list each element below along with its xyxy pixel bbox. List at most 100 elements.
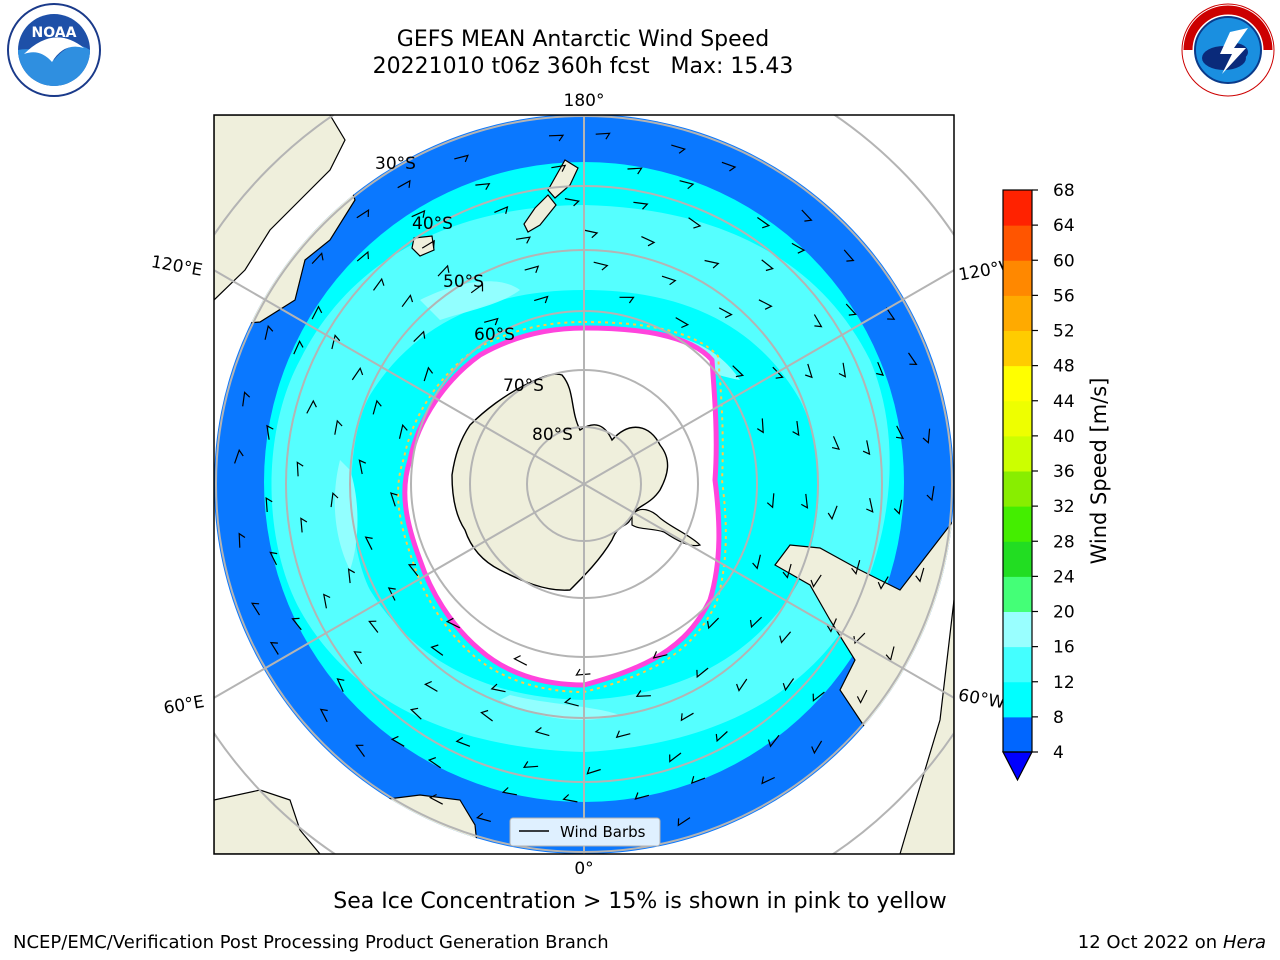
wind-barb bbox=[430, 644, 444, 656]
colorbar-segment bbox=[1003, 611, 1032, 648]
colorbar-tick-label: 36 bbox=[1053, 462, 1075, 482]
wind-barb bbox=[766, 493, 775, 509]
wind-barb bbox=[423, 680, 438, 692]
lat-label-80s: 80°S bbox=[532, 425, 573, 445]
australia-outer bbox=[214, 115, 346, 301]
nws-logo bbox=[1181, 3, 1275, 97]
wind-barb bbox=[641, 236, 656, 247]
wind-barb bbox=[413, 330, 426, 343]
colorbar-segment bbox=[1003, 400, 1032, 437]
colorbar-tick-label: 52 bbox=[1053, 322, 1075, 342]
wind-barb bbox=[548, 134, 565, 142]
wind-barb bbox=[347, 568, 355, 584]
wind-barb bbox=[411, 209, 426, 218]
wind-barb bbox=[291, 617, 302, 631]
wind-barb bbox=[675, 317, 690, 329]
wind-barb bbox=[926, 486, 935, 502]
wind-barb bbox=[707, 617, 720, 630]
wind-barb bbox=[805, 363, 813, 379]
wind-barb bbox=[522, 761, 539, 768]
wind-barb bbox=[551, 164, 567, 172]
colorbar-tick-label: 8 bbox=[1053, 708, 1064, 728]
wind-barb bbox=[845, 303, 857, 316]
wind-barb bbox=[652, 651, 668, 659]
colorbar-tick-label: 56 bbox=[1053, 286, 1075, 306]
wind-barb bbox=[696, 667, 709, 679]
wind-barb bbox=[269, 551, 278, 566]
wind-barb bbox=[757, 217, 771, 229]
wind-barb bbox=[470, 283, 484, 294]
wind-barb bbox=[593, 261, 609, 271]
wind-barb bbox=[586, 766, 601, 775]
wind-barb bbox=[330, 491, 339, 508]
wind-barb bbox=[826, 618, 837, 633]
wind-barb bbox=[893, 499, 903, 515]
colorbar-tick-label: 12 bbox=[1053, 673, 1075, 693]
wind-barb bbox=[534, 727, 550, 737]
wind-barb bbox=[690, 776, 706, 784]
wind-barb bbox=[234, 448, 244, 464]
colorbar-segment bbox=[1003, 716, 1032, 753]
wind-barb bbox=[827, 505, 838, 521]
wind-barb bbox=[810, 574, 822, 588]
lon-label-top: 180° bbox=[564, 91, 605, 111]
wind-barb bbox=[583, 229, 599, 239]
wind-barb bbox=[671, 144, 687, 154]
lon-label-60e: 60°E bbox=[162, 692, 206, 719]
wind-barb bbox=[264, 324, 274, 340]
wind-barb bbox=[490, 683, 506, 693]
wind-barb bbox=[791, 242, 806, 254]
wind-barb bbox=[679, 180, 695, 190]
colorbar-tick-label: 20 bbox=[1053, 603, 1075, 623]
wind-barb bbox=[445, 617, 461, 629]
tasmania bbox=[411, 235, 435, 257]
wind-barb bbox=[635, 690, 651, 698]
wind-barb bbox=[427, 757, 442, 769]
colorbar-tick-label: 40 bbox=[1053, 427, 1075, 447]
wind-barb bbox=[896, 425, 905, 440]
wind-barb bbox=[761, 776, 775, 785]
wind-barb bbox=[595, 132, 611, 140]
wind-barb bbox=[534, 295, 549, 304]
wind-barb bbox=[575, 668, 591, 676]
wind-barb bbox=[732, 365, 745, 378]
wind-barb bbox=[615, 730, 631, 739]
wind-barb bbox=[358, 459, 367, 475]
colorbar-segment bbox=[1003, 295, 1032, 331]
wind-barb bbox=[494, 205, 509, 214]
wind-barb bbox=[661, 275, 677, 286]
wind-barb bbox=[238, 532, 246, 548]
wind-barb bbox=[266, 424, 274, 440]
wind-barb bbox=[389, 492, 398, 507]
meridian-120e-60w bbox=[214, 269, 954, 699]
wind-barb bbox=[306, 399, 317, 414]
wind-barb bbox=[311, 252, 324, 265]
wind-barb bbox=[688, 217, 702, 229]
wind-barb bbox=[563, 697, 579, 707]
footer-date-text: 12 Oct 2022 on bbox=[1077, 932, 1223, 953]
colorbar-segment bbox=[1003, 681, 1032, 718]
south-america-outer bbox=[899, 599, 954, 854]
wind-barb bbox=[838, 362, 847, 378]
wind-barb bbox=[516, 236, 531, 244]
wind-barb bbox=[296, 461, 304, 477]
title-line-2: 20221010 t06z 360h fcst Max: 15.43 bbox=[372, 54, 794, 79]
wind-barb bbox=[331, 334, 341, 350]
wind-barb bbox=[423, 366, 434, 382]
colorbar-segment bbox=[1003, 435, 1032, 472]
wind-barb bbox=[401, 294, 414, 308]
wind-barb bbox=[862, 440, 871, 456]
wind-barb bbox=[669, 752, 682, 763]
map-legend: Wind Barbs bbox=[509, 817, 661, 847]
wind-barb bbox=[564, 198, 580, 207]
colorbar-tick-label: 28 bbox=[1053, 532, 1075, 552]
colorbar-tick-label: 4 bbox=[1053, 743, 1064, 763]
wind-barb bbox=[355, 744, 365, 757]
colorbar-segment bbox=[1003, 646, 1032, 683]
wind-barb bbox=[704, 259, 720, 269]
colorbar-segment bbox=[1003, 330, 1032, 367]
wind-barb bbox=[718, 307, 733, 319]
wind-barb bbox=[633, 201, 649, 210]
wind-barb bbox=[812, 691, 825, 702]
